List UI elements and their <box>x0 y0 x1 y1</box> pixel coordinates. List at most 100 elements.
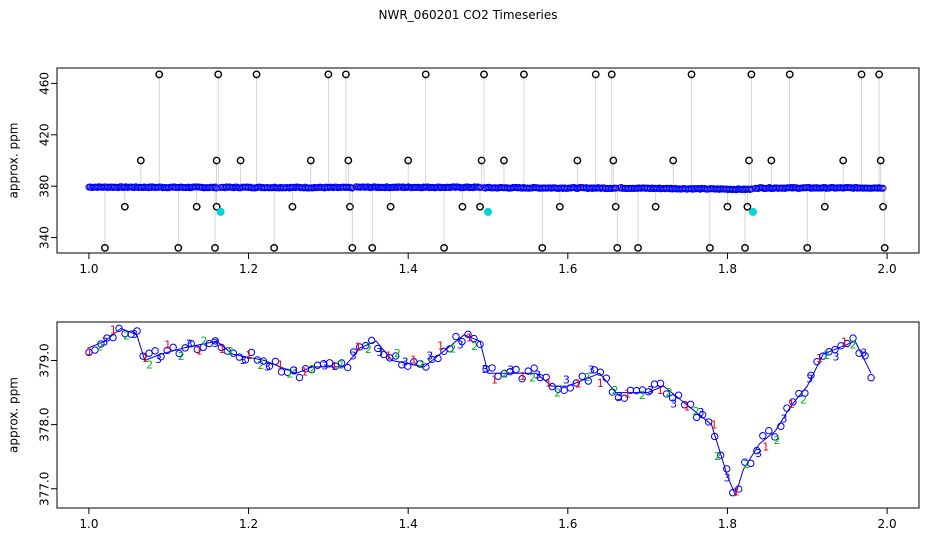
series-marker-3: 3 <box>563 373 570 386</box>
series-marker-3: 3 <box>780 412 787 425</box>
data-point <box>771 433 779 441</box>
series-marker-2: 2 <box>529 372 536 385</box>
data-point <box>777 422 785 430</box>
spike-point <box>421 70 430 79</box>
series-marker-2: 2 <box>773 434 780 447</box>
data-point <box>187 339 195 348</box>
data-point <box>578 372 587 380</box>
series-marker-1: 1 <box>410 354 417 367</box>
data-point <box>560 386 568 394</box>
spike-point <box>270 243 278 252</box>
spike-point <box>346 202 354 211</box>
spike-point <box>743 202 752 211</box>
data-point <box>343 363 352 372</box>
data-point <box>163 346 171 355</box>
spike-point <box>192 202 201 211</box>
spike-point <box>100 243 109 252</box>
spike-point <box>651 202 660 211</box>
x-tick-label: 1.2 <box>239 517 258 531</box>
data-point <box>729 488 737 497</box>
x-tick-label: 1.8 <box>718 517 737 531</box>
data-point <box>735 485 743 493</box>
spike-point <box>803 243 812 252</box>
data-point <box>307 365 316 374</box>
data-point <box>765 427 773 435</box>
data-point <box>325 359 334 367</box>
series-marker-2: 2 <box>146 358 153 371</box>
data-point <box>470 334 478 343</box>
series-marker-2: 2 <box>287 367 294 380</box>
flagged-point <box>484 207 492 216</box>
spike-point <box>480 70 488 79</box>
series-marker-3: 3 <box>697 406 704 419</box>
plot-frame <box>56 67 920 254</box>
data-point <box>608 388 617 396</box>
series-marker-3: 3 <box>376 346 383 359</box>
data-point <box>289 366 298 374</box>
data-point <box>644 388 653 396</box>
series-marker-3: 3 <box>482 363 489 376</box>
data-point <box>861 352 869 360</box>
series-marker-2: 2 <box>584 371 591 384</box>
data-point <box>348 184 356 192</box>
series-marker-3: 3 <box>534 368 541 381</box>
series-marker-1: 1 <box>788 398 795 411</box>
spike-point <box>386 202 395 211</box>
data-point <box>488 364 496 372</box>
spike-point <box>136 156 145 165</box>
spike-point <box>857 70 866 79</box>
spike-point <box>520 70 528 79</box>
data-point <box>440 347 448 355</box>
series-marker-2: 2 <box>365 343 372 356</box>
data-point <box>813 357 821 366</box>
data-point <box>524 367 532 375</box>
data-point <box>747 185 755 193</box>
series-marker-3: 3 <box>670 398 677 411</box>
figure-title: NWR_060201 CO2 Timeseries <box>378 8 558 22</box>
spike-point <box>880 243 889 252</box>
series-marker-1: 1 <box>331 360 338 373</box>
series-marker-3: 3 <box>264 360 271 373</box>
spike-point <box>458 202 467 211</box>
y-tick-label: 377.0 <box>38 472 52 506</box>
spike-point <box>538 243 547 252</box>
data-point <box>368 336 376 345</box>
flagged-point <box>748 207 757 216</box>
data-point <box>855 349 863 357</box>
x-tick-label: 1.4 <box>399 517 418 531</box>
data-point <box>572 379 580 387</box>
series-marker-3: 3 <box>426 350 433 363</box>
x-tick-label: 1.6 <box>558 262 577 276</box>
spike-point <box>747 70 756 79</box>
series-marker-1: 1 <box>683 401 690 414</box>
series-marker-3: 3 <box>101 335 108 348</box>
data-point <box>241 356 250 364</box>
series-marker-1: 1 <box>385 350 392 363</box>
series-marker-2: 2 <box>418 358 425 371</box>
data-point <box>747 459 755 468</box>
series-marker-3: 3 <box>240 354 247 367</box>
data-point <box>416 360 424 368</box>
data-point <box>127 330 135 338</box>
data-point <box>831 345 839 354</box>
data-point <box>783 404 791 412</box>
spike-point <box>879 202 887 211</box>
data-point <box>530 364 538 372</box>
data-point <box>217 343 225 352</box>
spike-point <box>613 243 622 252</box>
series-marker-2: 2 <box>693 405 700 418</box>
spike-point <box>500 156 508 165</box>
spike-point <box>876 156 885 165</box>
series-marker-2: 2 <box>337 359 344 372</box>
data-point <box>819 352 827 360</box>
data-point <box>494 372 502 380</box>
data-point <box>789 398 797 406</box>
series-marker-1: 1 <box>575 378 582 391</box>
spike-point <box>344 156 353 165</box>
data-point <box>349 348 358 356</box>
series-marker-3: 3 <box>806 373 813 386</box>
series-marker-1: 1 <box>142 352 149 365</box>
series-marker-3: 3 <box>647 384 654 397</box>
data-point <box>458 337 466 346</box>
spike-point <box>348 243 357 252</box>
